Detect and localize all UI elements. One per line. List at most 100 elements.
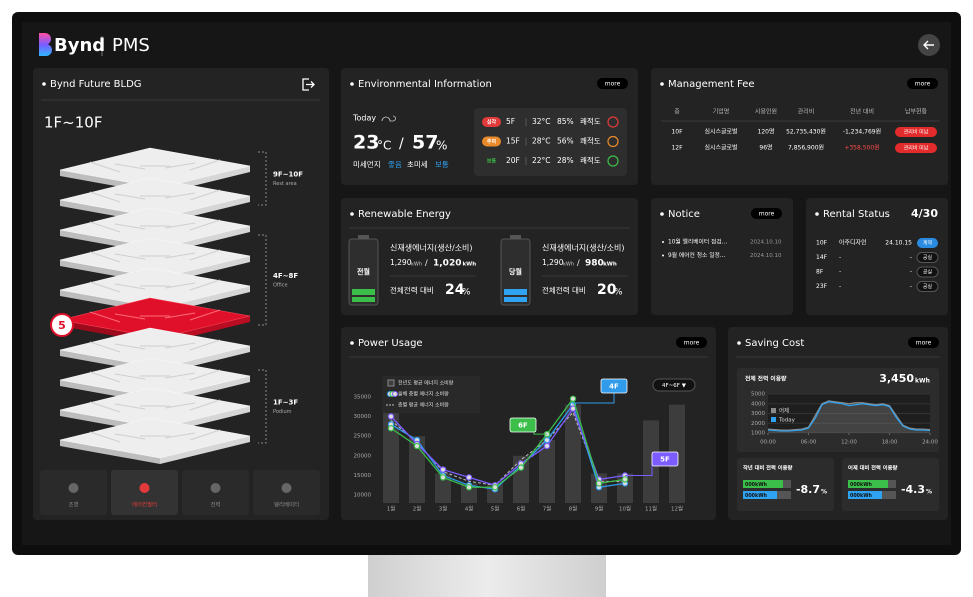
- panel-title: Saving Cost: [745, 338, 804, 349]
- floor-wall: [89, 251, 121, 263]
- x-tick-label: 8월: [569, 505, 578, 513]
- y-tick-label: 15000: [354, 473, 372, 479]
- bar: [643, 420, 659, 503]
- floor-badge: [50, 313, 74, 337]
- label: 20: [597, 282, 617, 298]
- rental-status: 계약: [923, 240, 933, 247]
- usage-unit: kWh: [915, 378, 930, 385]
- legend-label: 층별 평균 에너지 소비량: [398, 402, 449, 409]
- floor-wall: [189, 249, 221, 261]
- item-title: 신재생에너지(생산/소비): [542, 243, 625, 253]
- floor-wall: [114, 193, 146, 200]
- floor-side: [60, 440, 160, 464]
- table-cell: 12F: [671, 145, 683, 152]
- floor-slab: [59, 237, 251, 279]
- x-tick-label: 4월: [465, 505, 474, 513]
- x-tick-label: 9월: [595, 505, 604, 513]
- table-cell: 10F: [671, 129, 683, 136]
- unpaid-pill[interactable]: [895, 143, 937, 153]
- title-dot: [350, 341, 354, 345]
- point: [413, 442, 421, 450]
- point: [621, 476, 629, 483]
- legend-label: 전년도 평균 에너지 소비량: [398, 380, 454, 387]
- y-tick-label: 20000: [354, 453, 372, 459]
- title-dot: [350, 212, 354, 216]
- label: kWh: [411, 262, 422, 268]
- zone-label: Rest area: [273, 181, 297, 187]
- floor-wall: [189, 369, 221, 381]
- more-button[interactable]: [907, 78, 938, 89]
- zone-range: 4F~8F: [273, 272, 298, 280]
- label: 22°C: [532, 156, 551, 165]
- bar: [409, 436, 425, 503]
- logo: Bynd: [54, 35, 105, 56]
- exit-icon[interactable]: [302, 78, 315, 91]
- usage-title: 전체 전력 이용량: [745, 375, 787, 383]
- compare-track: [783, 480, 791, 488]
- label: 쾌적도: [580, 116, 601, 126]
- point: [465, 484, 473, 491]
- panel: [651, 198, 793, 315]
- label: kWh: [463, 262, 477, 268]
- x-tick-label: 3월: [439, 505, 448, 513]
- floor-wall: [189, 279, 221, 291]
- status-box: [474, 108, 627, 176]
- panel-title: Power Usage: [358, 338, 423, 349]
- compare-bar: [848, 480, 888, 488]
- filter-dropdown[interactable]: [652, 378, 696, 392]
- filter-label: 4F~6F ▼: [662, 383, 687, 389]
- callout-connector: [533, 432, 547, 435]
- tab-label: 전력: [210, 501, 220, 509]
- panel: [341, 198, 638, 315]
- compare-value: 000kWh: [745, 482, 767, 488]
- status-pill: [916, 266, 939, 278]
- label: 전체전력 대비: [390, 285, 434, 295]
- callout-connector: [572, 393, 615, 405]
- legend-label: 어제: [779, 407, 789, 415]
- floor-wall: [164, 402, 196, 409]
- more-button[interactable]: [597, 78, 628, 89]
- floor-wall: [89, 281, 121, 293]
- table-header: 전년 대비: [850, 108, 874, 116]
- y-tick-label: 3000: [751, 411, 765, 417]
- label: 28°C: [532, 137, 551, 146]
- unpaid-pill[interactable]: [895, 127, 937, 137]
- tab-label: 엘리베이터: [274, 501, 299, 509]
- rental-status: 공실: [923, 269, 933, 276]
- floor-wall: [164, 162, 196, 169]
- rental-status: 공실: [923, 254, 933, 261]
- x-tick-label: 06:00: [801, 440, 817, 446]
- floor-wall: [189, 339, 221, 351]
- panel-title: Management Fee: [668, 79, 755, 90]
- more-button[interactable]: [751, 208, 782, 219]
- label: 쾌적도: [580, 155, 601, 165]
- floor-wall: [114, 433, 146, 440]
- more-button[interactable]: [908, 337, 939, 348]
- bar: [383, 412, 399, 503]
- callout: [509, 417, 537, 433]
- label: %: [614, 288, 623, 298]
- compare-track: [888, 480, 896, 488]
- x-tick-label: 10월: [619, 505, 631, 513]
- bar: [617, 473, 633, 503]
- logo-icon: [39, 33, 52, 56]
- zone-label: Podium: [273, 409, 292, 415]
- comfort-face: [607, 155, 619, 167]
- more-button[interactable]: [676, 337, 707, 348]
- panel-title: Bynd Future BLDG: [50, 79, 142, 90]
- title-dot: [660, 212, 664, 216]
- notice-text: 10월 엘리베이터 점검...: [668, 238, 727, 246]
- point: [543, 436, 551, 444]
- label: 1,290: [542, 258, 564, 267]
- y-tick-label: 5000: [751, 392, 765, 398]
- label: 5F: [506, 117, 515, 126]
- label: 23F: [816, 283, 828, 290]
- floor-wall: [164, 312, 196, 319]
- bullet: [662, 241, 664, 243]
- point: [439, 474, 447, 481]
- label: /: [425, 259, 428, 268]
- usage-value: 3,450: [879, 372, 914, 385]
- bar: [435, 473, 451, 503]
- status: 보통: [487, 158, 497, 165]
